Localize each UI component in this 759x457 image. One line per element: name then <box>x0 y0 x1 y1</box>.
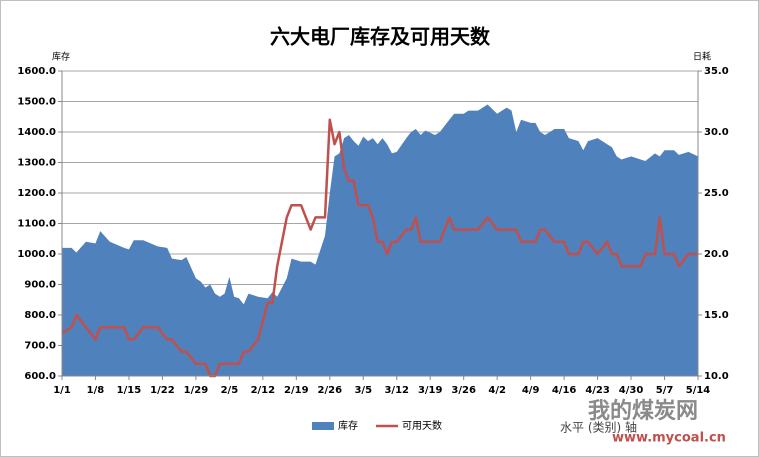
x-tick-label: 2/12 <box>251 385 276 396</box>
y-tick-label: 1000.0 <box>17 249 56 260</box>
y-axis-title: 库存 <box>52 51 70 63</box>
x-tick-label: 1/8 <box>87 385 105 396</box>
x-tick-label: 1/15 <box>117 385 142 396</box>
chart-title: 六大电厂库存及可用天数 <box>270 25 491 49</box>
y2-tick-label: 25.0 <box>704 188 729 199</box>
x-tick-label: 3/12 <box>384 385 409 396</box>
x-tick-label: 4/16 <box>552 385 577 396</box>
y-tick-label: 900.0 <box>24 280 56 291</box>
y-tick-label: 1500.0 <box>17 97 56 108</box>
x-tick-label: 2/5 <box>221 385 239 396</box>
y-tick-label: 1300.0 <box>17 158 56 169</box>
watermark-url: www.mycoal.cn <box>612 431 726 446</box>
x-tick-label: 4/30 <box>619 385 644 396</box>
y-tick-label: 1400.0 <box>17 127 56 138</box>
x-tick-label: 5/7 <box>656 385 674 396</box>
watermark: 我的煤炭网 <box>588 398 698 424</box>
y-tick-label: 1600.0 <box>17 66 56 77</box>
line <box>61 118 698 378</box>
x-tick-label: 1/29 <box>184 385 209 396</box>
x-tick-label: 2/19 <box>284 385 309 396</box>
x-tick-label: 4/23 <box>585 385 610 396</box>
x-tick-label: 2/26 <box>318 385 343 396</box>
y-tick-label: 600.0 <box>24 371 56 382</box>
x-axis-title: 水平 (类别) 轴 <box>560 420 637 435</box>
legend-swatch <box>312 422 334 430</box>
legend-label: 可用天数 <box>402 419 442 432</box>
x-tick-label: 3/5 <box>354 385 372 396</box>
y2-tick-label: 20.0 <box>704 249 729 260</box>
x-tick-label: 3/19 <box>418 385 443 396</box>
x-tick-label: 1/22 <box>150 385 175 396</box>
y-tick-label: 1200.0 <box>17 188 56 199</box>
x-tick-label: 4/2 <box>488 385 506 396</box>
x-tick-label: 1/1 <box>53 385 71 396</box>
y2-tick-label: 15.0 <box>704 310 729 321</box>
y-tick-label: 700.0 <box>24 341 56 352</box>
x-tick-label: 3/26 <box>451 385 476 396</box>
y-tick-label: 1100.0 <box>17 219 56 230</box>
y2-tick-label: 35.0 <box>704 66 729 77</box>
y2-tick-label: 30.0 <box>704 127 729 138</box>
area <box>62 104 698 377</box>
x-tick-label: 5/14 <box>686 385 711 396</box>
legend-label: 库存 <box>338 419 358 432</box>
x-tick-label: 4/9 <box>522 385 540 396</box>
y-tick-label: 800.0 <box>24 310 56 321</box>
y2-tick-label: 10.0 <box>704 371 729 382</box>
y2-axis-title: 日耗 <box>693 52 711 63</box>
